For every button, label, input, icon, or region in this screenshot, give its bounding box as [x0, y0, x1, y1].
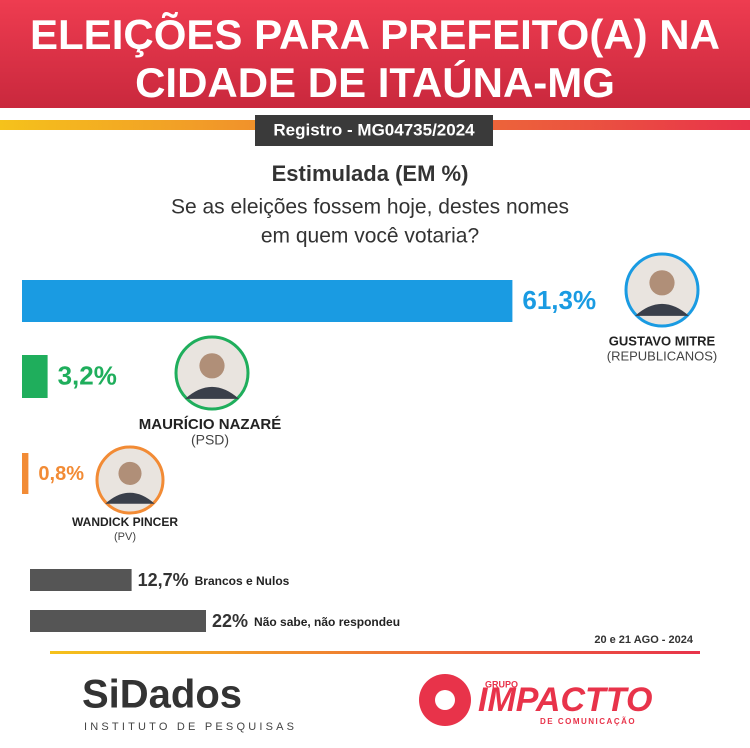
header-band [0, 0, 750, 108]
value-label: 0,8% [38, 463, 84, 485]
bar [22, 355, 48, 398]
registry: Registro - MG04735/2024 [273, 120, 475, 139]
bar [22, 280, 513, 322]
registry-box [255, 115, 493, 146]
candidate-name: GUSTAVO MITRE [609, 333, 716, 348]
chart-subtitle: em quem você votaria? [261, 225, 479, 248]
logo-right: IMPACTTO [478, 681, 652, 719]
footer-rule [50, 651, 700, 654]
bar [22, 453, 29, 494]
value-label: 61,3% [522, 285, 596, 315]
candidate-party: (REPUBLICANOS) [607, 348, 718, 363]
logo-right-sub: DE COMUNICAÇÃO [540, 717, 636, 726]
value-label: 12,7% [138, 570, 189, 590]
chart-subtitle: Se as eleições fossem hoje, destes nomes [171, 196, 569, 219]
bar [30, 569, 132, 591]
candidate-photo [199, 353, 225, 379]
candidate-photo [185, 386, 239, 399]
logo-left: SiDados [82, 673, 242, 717]
logo-right-top: GRUPO [485, 679, 518, 689]
candidate-name: WANDICK PINCER [72, 515, 178, 529]
logo-left-sub: INSTITUTO DE PESQUISAS [84, 721, 297, 733]
candidate-photo [105, 492, 155, 504]
category-label: Não sabe, não respondeu [254, 615, 400, 629]
chart-title: Estimulada (EM %) [272, 161, 469, 186]
value-label: 3,2% [58, 360, 117, 390]
logo-right-icon [435, 690, 455, 710]
title-line: ELEIÇÕES PARA PREFEITO(A) NA [30, 10, 720, 58]
candidate-name: MAURÍCIO NAZARÉ [139, 416, 282, 433]
candidate-photo [118, 461, 142, 485]
candidate-party: (PSD) [191, 432, 229, 448]
title-line: CIDADE DE ITAÚNA-MG [135, 58, 615, 106]
bar [30, 610, 206, 632]
candidate-photo [649, 270, 675, 296]
category-label: Brancos e Nulos [195, 574, 290, 588]
date: 20 e 21 AGO - 2024 [594, 634, 694, 646]
candidate-photo [635, 303, 689, 316]
candidate-party: (PV) [114, 531, 136, 543]
value-label: 22% [212, 611, 248, 631]
